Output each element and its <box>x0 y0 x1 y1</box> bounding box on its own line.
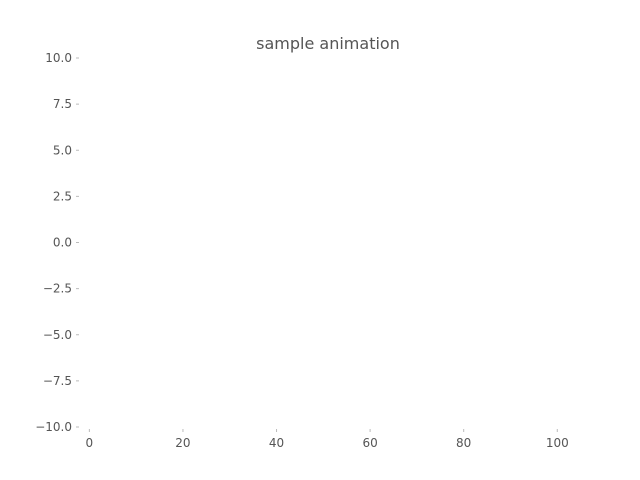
y-tick-label: −2.5 <box>43 282 72 296</box>
y-tick-label: −5.0 <box>43 328 72 342</box>
y-tick-label: 0.0 <box>53 236 72 250</box>
x-tick-label: 0 <box>86 436 94 450</box>
x-tick-label: 80 <box>456 436 471 450</box>
y-tick-label: −10.0 <box>35 420 72 434</box>
y-tick-label: 7.5 <box>53 97 72 111</box>
y-axis: 10.0 7.5 5.0 2.5 0.0 −2.5 −5.0 −7.5 −10.0 <box>35 51 79 434</box>
x-tick-label: 20 <box>175 436 190 450</box>
y-tick-label: 2.5 <box>53 189 72 203</box>
y-tick-label: −7.5 <box>43 374 72 388</box>
x-tick-label: 60 <box>362 436 377 450</box>
x-tick-label: 100 <box>546 436 569 450</box>
y-tick-label: 10.0 <box>45 51 72 65</box>
y-tick-label: 5.0 <box>53 143 72 157</box>
x-tick-label: 40 <box>269 436 284 450</box>
chart-title: sample animation <box>256 34 400 53</box>
x-axis: 0 20 40 60 80 100 <box>86 429 569 450</box>
